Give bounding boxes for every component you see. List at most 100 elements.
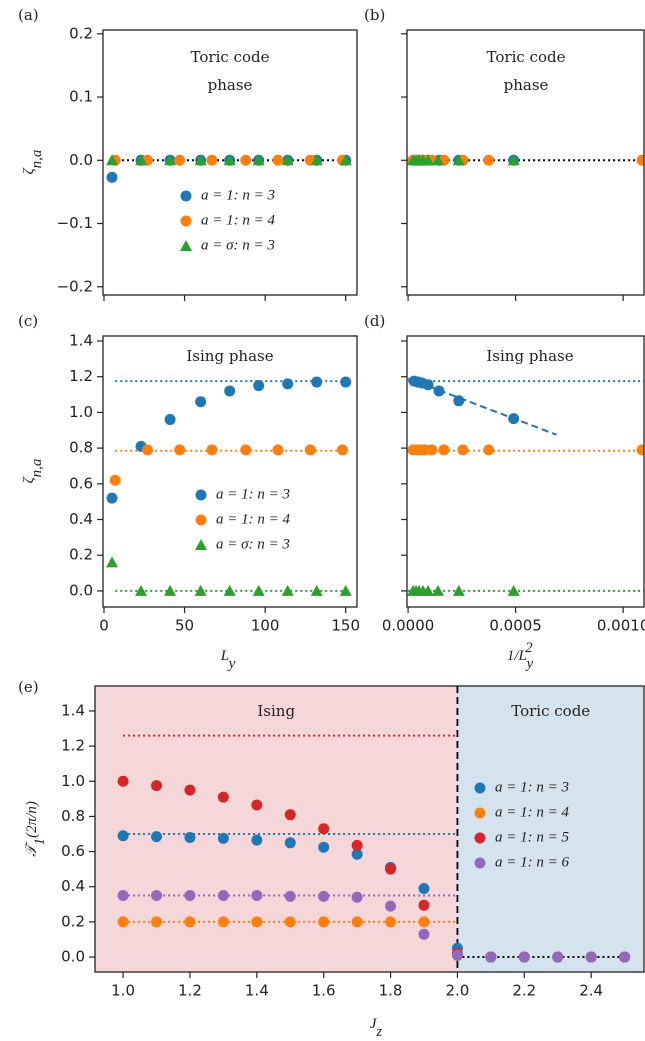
legend-label: a = 1: n = 4 [216, 511, 290, 527]
frame [406, 29, 645, 296]
fit-line [407, 377, 557, 436]
point [217, 791, 229, 803]
region-label: Ising [257, 702, 295, 720]
legend-label: a = σ: n = 3 [201, 237, 275, 253]
point [304, 444, 316, 456]
point [135, 584, 148, 596]
point [418, 883, 430, 895]
point [508, 413, 520, 425]
y-tick-label: −0.1 [57, 214, 93, 232]
point [251, 834, 263, 846]
legend-marker [180, 215, 192, 227]
region-right [457, 686, 644, 972]
legend-label: a = 1: n = 6 [495, 854, 569, 870]
point [636, 444, 644, 456]
point [151, 831, 163, 843]
point [117, 830, 129, 842]
point [351, 891, 363, 903]
region-label: Toric code [511, 702, 590, 720]
point [195, 396, 207, 408]
point [340, 376, 352, 388]
legend-marker [474, 782, 486, 794]
point [385, 916, 397, 928]
point [418, 899, 430, 911]
y-axis-label-part: (2π/n) [24, 801, 40, 838]
point [151, 916, 163, 928]
point [433, 385, 445, 397]
point [240, 154, 252, 166]
x-tick-label: 2.2 [512, 982, 536, 1000]
point [117, 890, 129, 902]
point [284, 809, 296, 821]
point [339, 584, 352, 596]
point [272, 444, 284, 456]
legend-label: a = 1: n = 3 [495, 779, 569, 795]
point [184, 832, 196, 844]
point [184, 890, 196, 902]
y-tick-label: 0.0 [69, 581, 93, 599]
point [217, 890, 229, 902]
point [174, 444, 186, 456]
y-tick-label: 1.0 [61, 772, 85, 790]
y-axis-label-part: 1 [32, 838, 48, 846]
frame [406, 335, 645, 608]
y-tick-label: 0.0 [69, 151, 93, 169]
panel-title: Ising phase [486, 347, 573, 365]
point [385, 900, 397, 912]
point [240, 444, 252, 456]
point [151, 780, 163, 792]
panel-title: Toric code [191, 48, 270, 66]
point [272, 154, 284, 166]
point [184, 784, 196, 796]
y-tick-label: 1.2 [61, 737, 85, 755]
point [339, 154, 352, 166]
x-tick-label: 0.0010 [597, 617, 645, 635]
point [281, 584, 294, 596]
point [485, 951, 497, 963]
point [151, 890, 163, 902]
point [284, 837, 296, 849]
panel-title: Ising phase [186, 347, 273, 365]
legend-marker [474, 857, 486, 869]
panel-title: Toric code [487, 48, 566, 66]
x-tick-label: 1.2 [178, 982, 202, 1000]
point [282, 378, 294, 390]
point [310, 584, 323, 596]
point [418, 928, 430, 940]
point [217, 916, 229, 928]
region-left [95, 686, 458, 972]
legend-label: a = 1: n = 4 [495, 804, 569, 820]
plot-area [407, 154, 644, 166]
point [422, 154, 435, 166]
point [253, 380, 265, 392]
point [106, 171, 118, 183]
point [117, 916, 129, 928]
y-tick-label: 0.8 [69, 439, 93, 457]
x-tick-label: 100 [251, 617, 280, 635]
point [318, 823, 330, 835]
legend-marker [195, 514, 207, 526]
y-tick-label: 1.4 [61, 701, 85, 719]
x-axis-label-part: 1/L [507, 648, 527, 664]
point [351, 916, 363, 928]
point [184, 916, 196, 928]
point [452, 584, 465, 596]
point [336, 444, 348, 456]
point [457, 444, 469, 456]
x-tick-label: 0.0005 [489, 617, 542, 635]
point [483, 154, 495, 166]
panel: 0 50 100 150 0.0 0.2 0.4 0.6 0.8 1.0 1.2 1.4 Ising p… [69, 331, 360, 634]
point [164, 154, 177, 166]
point [135, 154, 148, 166]
panel-label: (e) [18, 678, 39, 696]
point [422, 584, 435, 596]
x-axis-label-part: 2 [525, 640, 533, 656]
legend-marker [180, 190, 192, 202]
point [251, 916, 263, 928]
y-axis-label: ζn,a [21, 150, 45, 175]
plot-area [117, 686, 631, 972]
legend-marker [195, 489, 207, 501]
legend-label: a = 1: n = 5 [495, 829, 569, 845]
x-axis-label: Ly [220, 648, 236, 672]
y-axis-label-part: ζ [21, 476, 37, 483]
